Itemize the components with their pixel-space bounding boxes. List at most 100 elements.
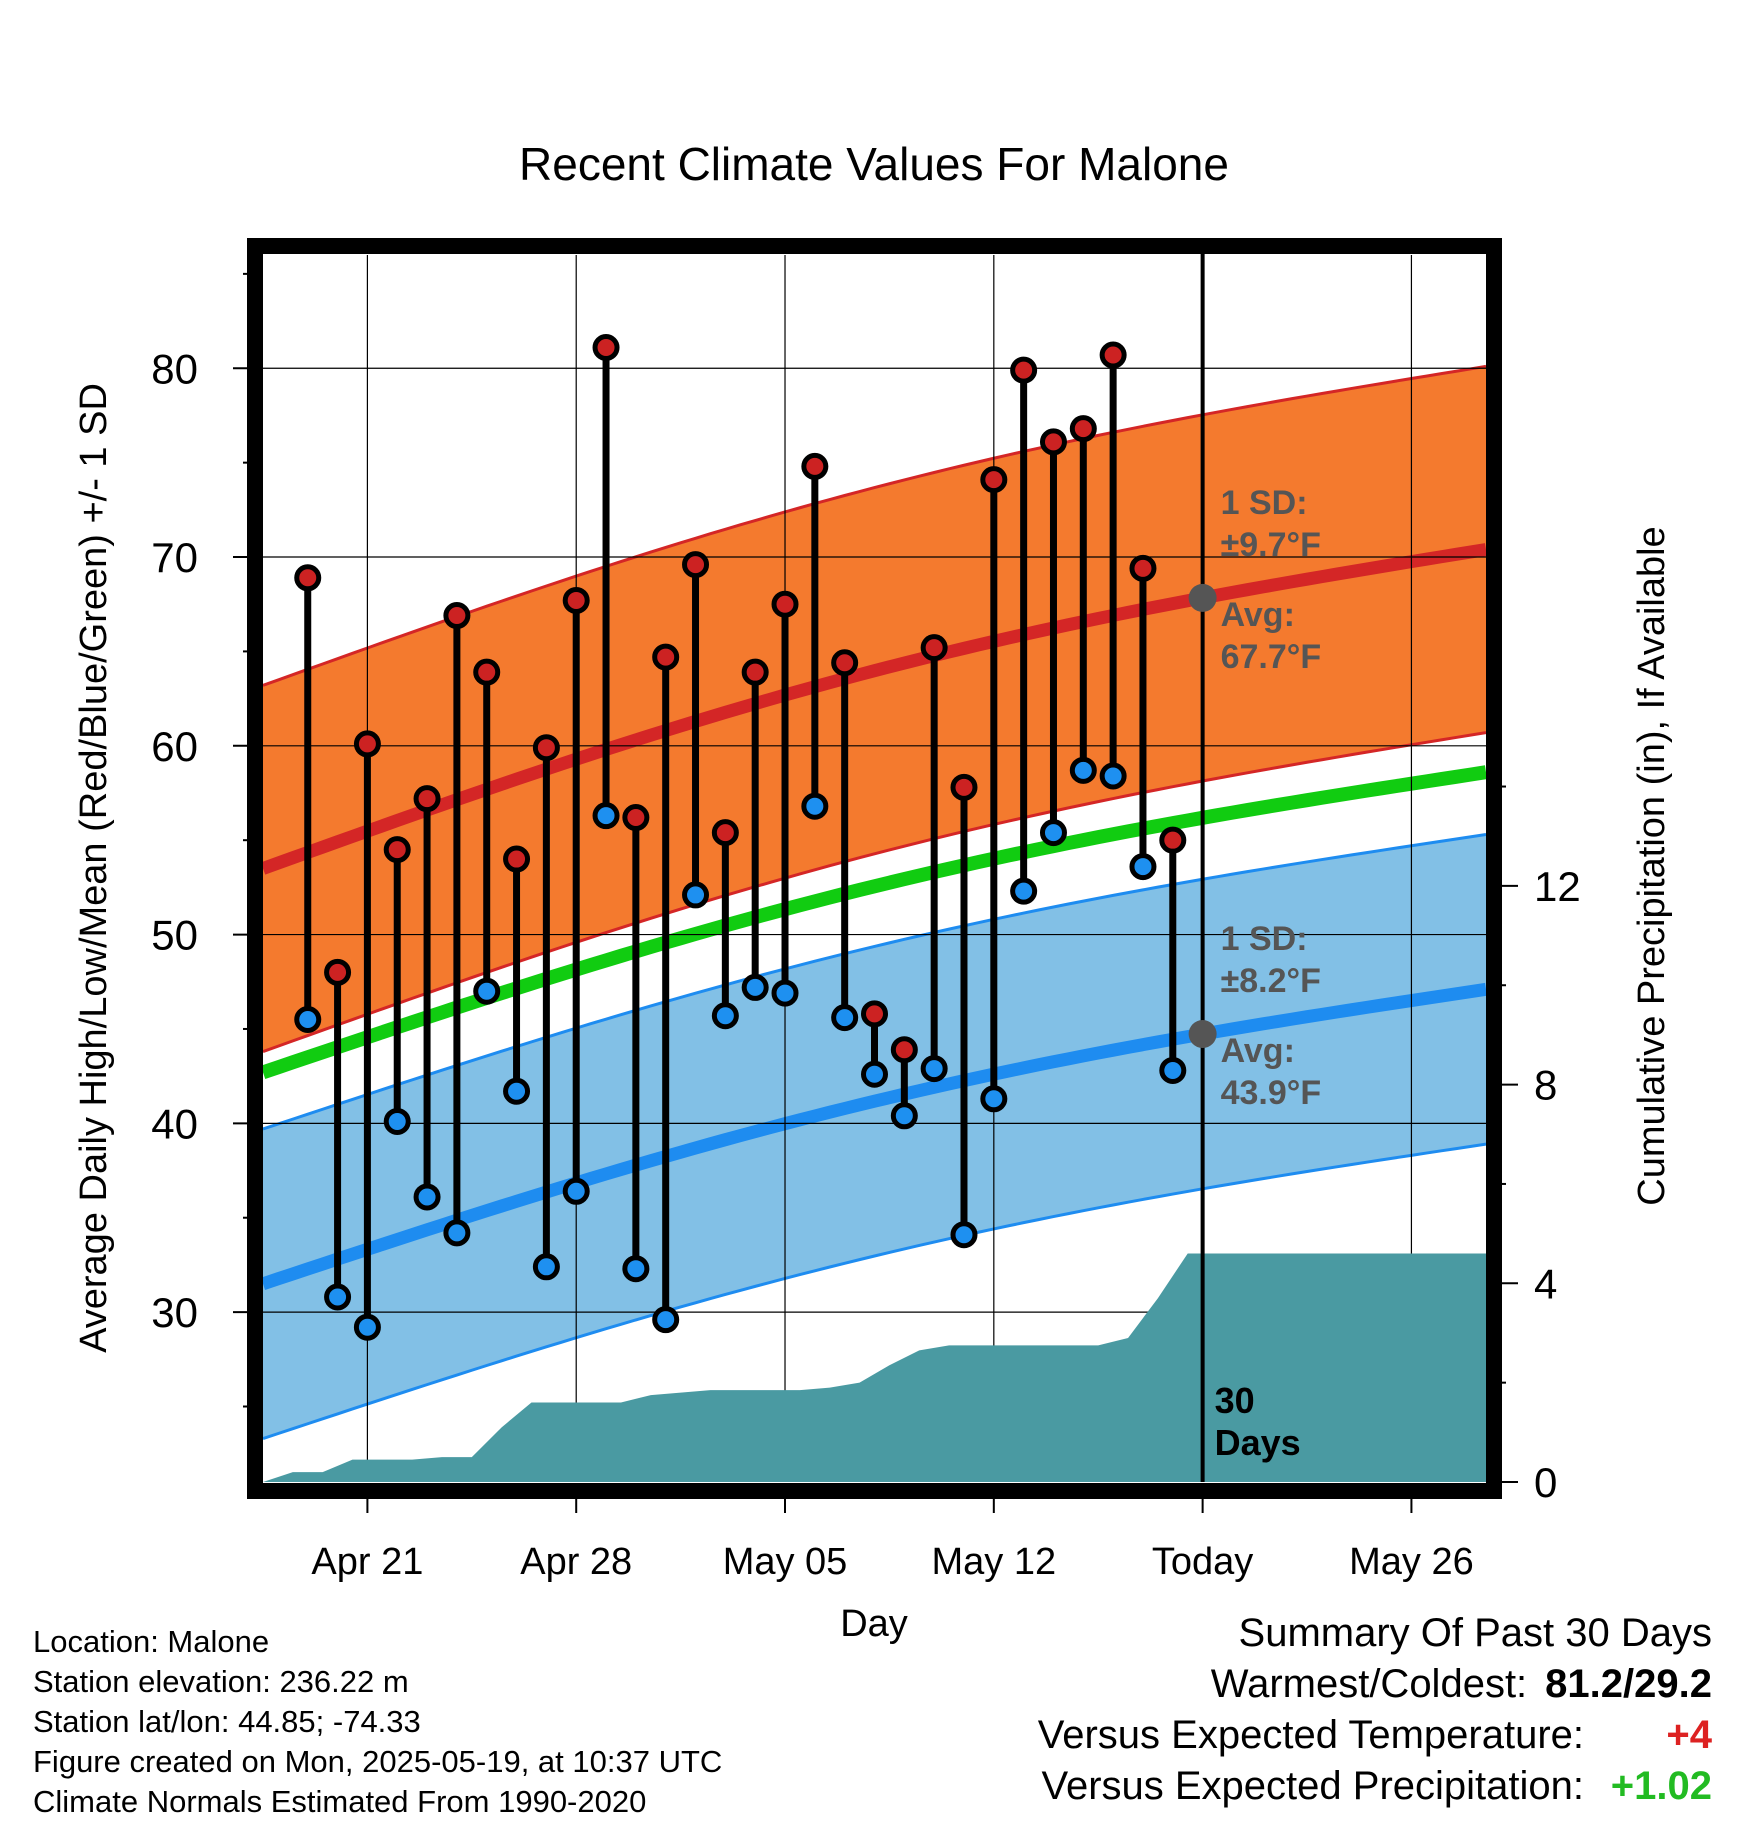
normal-high-line bbox=[263, 543, 1486, 875]
summary-precip-label: Versus Expected Precipitation: bbox=[1041, 1764, 1584, 1808]
high-point bbox=[771, 590, 799, 618]
low-point bbox=[980, 1085, 1008, 1113]
left-tick-label: 80 bbox=[151, 345, 198, 392]
low-point bbox=[1159, 1056, 1187, 1084]
low-sd-value: ±8.2°F bbox=[1221, 962, 1321, 1000]
high-point bbox=[324, 958, 352, 986]
info-elevation: Station elevation: 236.22 m bbox=[33, 1664, 409, 1699]
low-point bbox=[294, 1006, 322, 1034]
x-tick-label: Apr 28 bbox=[520, 1541, 632, 1583]
high-point bbox=[980, 466, 1008, 494]
x-axis-label: Day bbox=[840, 1603, 908, 1645]
window-label-number: 30 bbox=[1215, 1380, 1255, 1421]
summary-temp-label: Versus Expected Temperature: bbox=[1037, 1713, 1584, 1757]
plot-bands bbox=[263, 364, 1486, 1441]
x-tick-label: Apr 21 bbox=[311, 1541, 423, 1583]
high-point bbox=[562, 586, 590, 614]
low-point bbox=[443, 1219, 471, 1247]
high-point bbox=[383, 836, 411, 864]
high-point bbox=[294, 564, 322, 592]
plot-frame bbox=[247, 238, 1502, 1499]
summary-extremes-label: Warmest/Coldest: bbox=[1210, 1662, 1528, 1706]
left-tick-label: 30 bbox=[151, 1289, 198, 1336]
x-tick-label: Today bbox=[1152, 1541, 1253, 1583]
high-point bbox=[1069, 415, 1097, 443]
high-avg-label: Avg: bbox=[1221, 596, 1295, 634]
high-point bbox=[1039, 428, 1067, 456]
normal-mean-line bbox=[263, 765, 1486, 1080]
low-avg-label: Avg: bbox=[1221, 1032, 1295, 1070]
low-point bbox=[771, 979, 799, 1007]
summary-extremes-value: 81.2/29.2 bbox=[1545, 1662, 1712, 1706]
high-point bbox=[890, 1036, 918, 1064]
high-sd-lower-line bbox=[263, 731, 1486, 1054]
left-tick-label: 60 bbox=[151, 723, 198, 770]
y-axis-label-left: Average Daily High/Low/Mean (Red/Blue/Gr… bbox=[73, 383, 115, 1353]
high-point bbox=[682, 551, 710, 579]
low-point bbox=[1099, 762, 1127, 790]
normal-low-line bbox=[263, 982, 1486, 1290]
axes: 30 40 50 60 70 80 0 4 8 12 Apr 21 Apr 28 May 05 May 1… bbox=[151, 272, 1581, 1583]
info-latlon: Station lat/lon: 44.85; -74.33 bbox=[33, 1704, 421, 1739]
low-point bbox=[383, 1107, 411, 1135]
high-point bbox=[652, 643, 680, 671]
left-tick-label: 50 bbox=[151, 912, 198, 959]
high-sd-value: ±9.7°F bbox=[1221, 526, 1321, 564]
low-point bbox=[622, 1255, 650, 1283]
info-location: Location: Malone bbox=[33, 1624, 270, 1659]
summary-precip-value: +1.02 bbox=[1610, 1764, 1712, 1808]
right-tick-label: 8 bbox=[1534, 1062, 1557, 1109]
right-tick-label: 0 bbox=[1534, 1459, 1557, 1506]
chart-title: Recent Climate Values For Malone bbox=[519, 138, 1229, 190]
low-point bbox=[413, 1183, 441, 1211]
low-point bbox=[353, 1313, 381, 1341]
low-point bbox=[1069, 756, 1097, 784]
low-point bbox=[890, 1102, 918, 1130]
x-tick-label: May 05 bbox=[723, 1541, 848, 1583]
low-point bbox=[861, 1060, 888, 1088]
low-sd-label: 1 SD: bbox=[1221, 920, 1308, 958]
low-point bbox=[920, 1055, 948, 1083]
high-point bbox=[711, 819, 739, 847]
low-point bbox=[324, 1283, 352, 1311]
high-point bbox=[353, 730, 381, 758]
low-point bbox=[1010, 877, 1038, 905]
high-point bbox=[443, 602, 471, 630]
precip-area-shape bbox=[263, 1253, 1486, 1482]
high-point bbox=[1159, 826, 1187, 854]
x-tick-label: May 12 bbox=[932, 1541, 1057, 1583]
summary-extremes-row: Warmest/Coldest: 81.2/29.2 bbox=[1038, 1659, 1712, 1710]
low-point bbox=[562, 1177, 590, 1205]
high-point bbox=[950, 773, 978, 801]
right-tick-label: 12 bbox=[1534, 863, 1581, 910]
right-tick-label: 4 bbox=[1534, 1260, 1557, 1307]
low-sd-upper-line bbox=[263, 833, 1486, 1131]
low-point bbox=[1129, 853, 1157, 881]
high-point bbox=[1010, 356, 1038, 384]
low-point bbox=[741, 973, 769, 1001]
y-axis-label-right: Cumulative Precipitation (in), If Availa… bbox=[1631, 526, 1673, 1205]
low-point bbox=[652, 1306, 680, 1334]
low-point bbox=[950, 1221, 978, 1249]
high-sd-band bbox=[263, 366, 1486, 1052]
high-point bbox=[1099, 341, 1127, 369]
low-point bbox=[473, 977, 501, 1005]
low-point bbox=[1039, 819, 1067, 847]
x-tick-label: May 26 bbox=[1349, 1541, 1474, 1583]
high-avg-today-dot bbox=[1188, 583, 1217, 612]
window-label-days: Days bbox=[1215, 1422, 1301, 1463]
low-point bbox=[532, 1253, 560, 1281]
high-point bbox=[532, 734, 560, 762]
high-point bbox=[861, 1000, 888, 1028]
low-sd-lower-line bbox=[263, 1142, 1486, 1441]
high-point bbox=[622, 804, 650, 832]
high-point bbox=[831, 649, 859, 677]
high-point bbox=[801, 452, 829, 480]
daily-temperature-bars bbox=[294, 333, 1187, 1341]
low-avg-today-dot bbox=[1188, 1020, 1217, 1049]
left-tick-label: 70 bbox=[151, 534, 198, 581]
high-avg-value: 67.7°F bbox=[1221, 638, 1322, 676]
summary-temp-value: +4 bbox=[1666, 1713, 1712, 1757]
low-point bbox=[682, 881, 710, 909]
